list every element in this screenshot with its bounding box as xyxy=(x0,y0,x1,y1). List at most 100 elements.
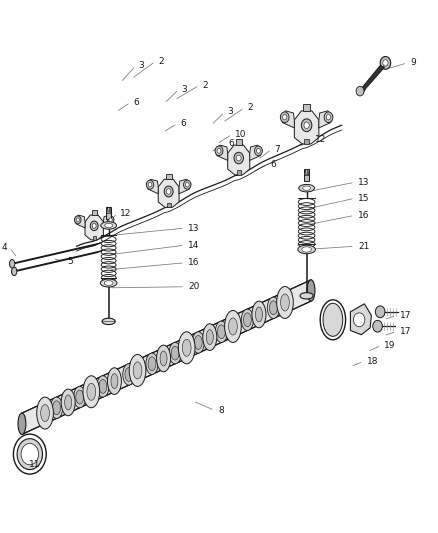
Bar xyxy=(303,104,310,111)
Circle shape xyxy=(185,182,189,187)
Ellipse shape xyxy=(133,362,142,379)
Polygon shape xyxy=(158,179,179,207)
Bar xyxy=(167,203,170,207)
Text: 16: 16 xyxy=(358,211,370,220)
Ellipse shape xyxy=(102,318,115,325)
Ellipse shape xyxy=(99,379,107,393)
Bar xyxy=(92,236,96,240)
Ellipse shape xyxy=(217,325,225,339)
Ellipse shape xyxy=(215,321,227,343)
Text: 6: 6 xyxy=(134,98,139,107)
Polygon shape xyxy=(106,207,108,212)
Ellipse shape xyxy=(37,397,53,429)
Polygon shape xyxy=(11,251,102,272)
Ellipse shape xyxy=(156,345,170,372)
Ellipse shape xyxy=(320,300,346,340)
Ellipse shape xyxy=(267,297,279,318)
Ellipse shape xyxy=(281,294,290,311)
Ellipse shape xyxy=(225,310,241,343)
Ellipse shape xyxy=(194,336,202,350)
Circle shape xyxy=(324,112,333,123)
Ellipse shape xyxy=(323,303,343,336)
Polygon shape xyxy=(280,111,294,128)
Ellipse shape xyxy=(255,307,262,322)
Bar xyxy=(236,139,242,145)
Circle shape xyxy=(234,152,244,164)
Circle shape xyxy=(304,122,309,128)
Ellipse shape xyxy=(298,245,315,254)
Ellipse shape xyxy=(83,376,99,408)
Text: 10: 10 xyxy=(235,130,247,139)
Circle shape xyxy=(148,182,152,187)
Text: 2: 2 xyxy=(202,81,208,90)
Circle shape xyxy=(301,119,312,132)
Circle shape xyxy=(383,60,388,66)
Ellipse shape xyxy=(18,413,26,434)
Text: 13: 13 xyxy=(358,178,370,187)
Ellipse shape xyxy=(123,364,135,385)
Circle shape xyxy=(215,146,223,156)
Text: 6: 6 xyxy=(270,160,276,168)
Circle shape xyxy=(375,306,385,318)
Circle shape xyxy=(74,216,81,224)
Circle shape xyxy=(166,189,171,194)
Ellipse shape xyxy=(169,342,181,364)
Ellipse shape xyxy=(65,395,72,410)
Text: 12: 12 xyxy=(120,209,131,217)
Ellipse shape xyxy=(50,397,63,418)
Ellipse shape xyxy=(229,318,237,335)
Ellipse shape xyxy=(74,386,86,408)
Text: 3: 3 xyxy=(181,85,187,94)
Text: 8: 8 xyxy=(218,406,224,415)
Ellipse shape xyxy=(241,309,254,330)
Ellipse shape xyxy=(203,324,217,351)
Ellipse shape xyxy=(171,346,179,360)
Ellipse shape xyxy=(303,186,311,190)
Polygon shape xyxy=(74,215,85,228)
Ellipse shape xyxy=(300,293,313,299)
Circle shape xyxy=(257,148,261,154)
Ellipse shape xyxy=(252,301,266,328)
Text: 9: 9 xyxy=(411,59,417,67)
Polygon shape xyxy=(250,145,262,160)
Circle shape xyxy=(90,221,98,231)
Circle shape xyxy=(280,112,289,123)
Circle shape xyxy=(146,180,154,189)
Ellipse shape xyxy=(182,340,191,356)
Circle shape xyxy=(380,56,391,69)
Ellipse shape xyxy=(10,260,15,268)
Ellipse shape xyxy=(111,374,118,389)
Polygon shape xyxy=(9,243,100,265)
Ellipse shape xyxy=(104,280,113,286)
Text: 18: 18 xyxy=(367,357,378,366)
Ellipse shape xyxy=(107,368,121,394)
Polygon shape xyxy=(215,145,228,160)
Polygon shape xyxy=(85,215,103,240)
Text: 13: 13 xyxy=(188,224,200,232)
Ellipse shape xyxy=(125,368,133,382)
Ellipse shape xyxy=(148,357,156,371)
Text: 16: 16 xyxy=(188,259,200,267)
Bar xyxy=(237,170,241,175)
Polygon shape xyxy=(307,169,309,175)
Ellipse shape xyxy=(178,332,195,364)
Polygon shape xyxy=(228,145,250,175)
Text: 3: 3 xyxy=(227,108,233,116)
Ellipse shape xyxy=(101,222,117,229)
Ellipse shape xyxy=(87,383,95,400)
Text: 11: 11 xyxy=(28,461,40,469)
Circle shape xyxy=(326,115,331,120)
Circle shape xyxy=(353,313,365,327)
Polygon shape xyxy=(103,215,114,228)
Polygon shape xyxy=(294,111,319,144)
Ellipse shape xyxy=(11,267,17,276)
Polygon shape xyxy=(109,207,111,212)
Polygon shape xyxy=(319,111,333,128)
Ellipse shape xyxy=(100,279,117,287)
Polygon shape xyxy=(304,169,306,175)
Polygon shape xyxy=(358,66,385,94)
Bar xyxy=(304,139,309,144)
Circle shape xyxy=(164,186,173,197)
Bar xyxy=(106,207,111,219)
Text: 20: 20 xyxy=(188,282,200,291)
